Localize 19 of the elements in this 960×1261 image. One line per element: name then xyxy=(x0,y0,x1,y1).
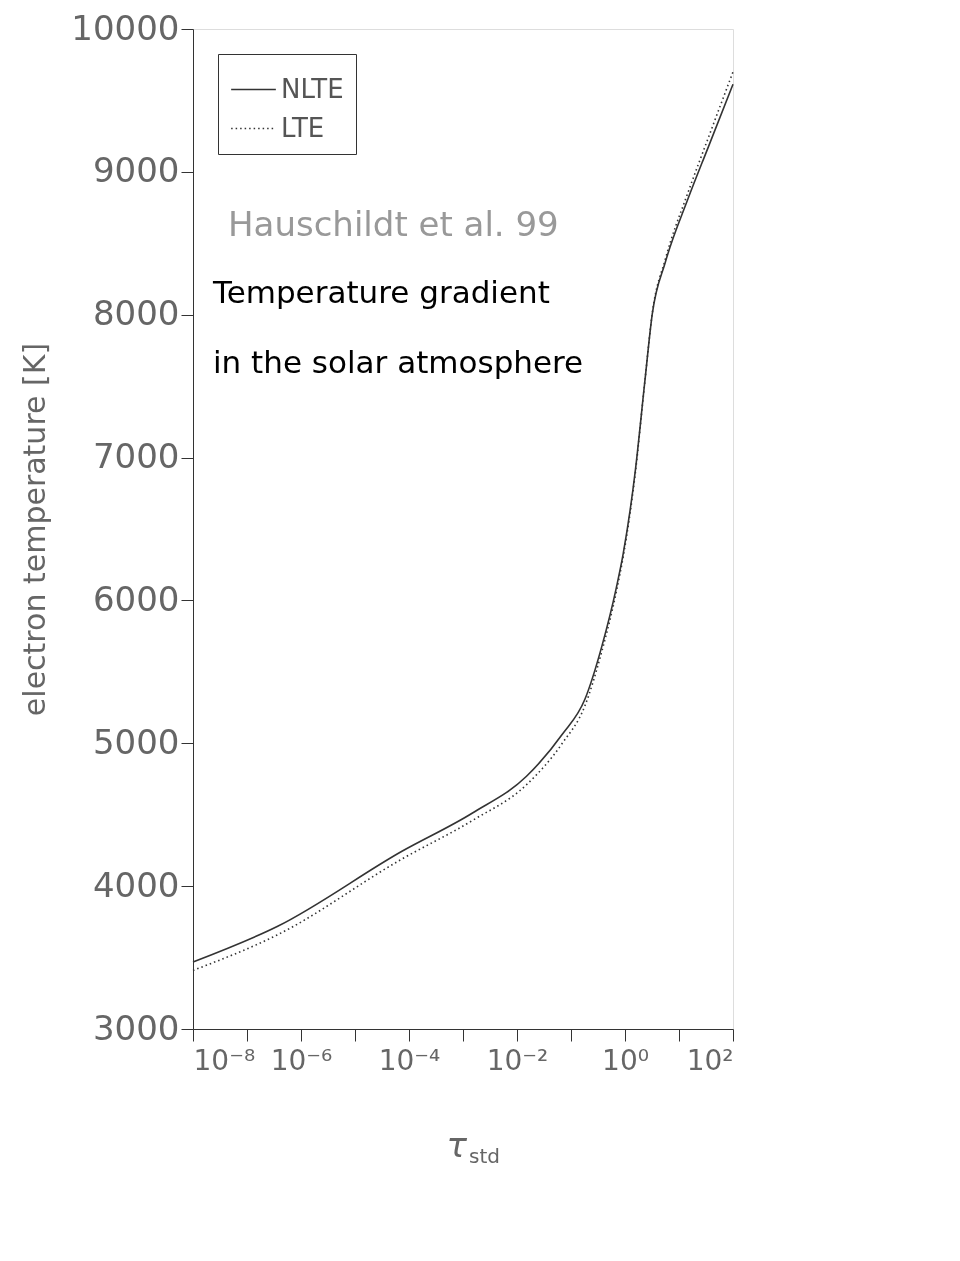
y-tick-label: 5000 xyxy=(92,721,180,762)
x-tick-label: 10⁰ xyxy=(602,1043,649,1077)
annotation: Temperature gradient in the solar atmosphere xyxy=(212,274,584,380)
y-tick-label: 7000 xyxy=(92,436,180,477)
y-axis-title: electron temperature [K] xyxy=(17,342,53,717)
legend-label: NLTE xyxy=(281,73,344,104)
x-tick-label: 10⁻⁸ xyxy=(193,1043,256,1077)
legend-label: LTE xyxy=(281,112,325,143)
x-tick-label: 10² xyxy=(686,1043,734,1077)
x-tick-label: 10⁻² xyxy=(486,1043,549,1077)
annotation: Hauschildt et al. 99 xyxy=(228,204,559,244)
y-tick-label: 10000 xyxy=(71,7,180,48)
y-tick-label: 9000 xyxy=(92,150,180,191)
y-tick-label: 8000 xyxy=(92,293,180,334)
y-tick-label: 4000 xyxy=(92,864,180,905)
y-tick-label: 3000 xyxy=(92,1007,180,1048)
x-tick-label: 10⁻⁶ xyxy=(270,1043,333,1077)
x-tick-label: 10⁻⁴ xyxy=(378,1043,441,1077)
y-tick-label: 6000 xyxy=(92,578,180,619)
